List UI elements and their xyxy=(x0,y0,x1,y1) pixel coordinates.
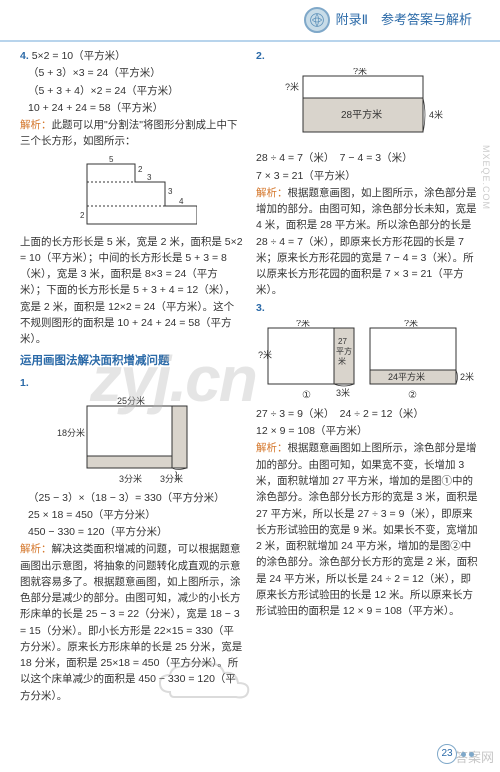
q4-analysis: 解析：此题可以用"分割法"将图形分割成上中下三个长方形，如图所示： xyxy=(20,117,244,150)
analysis-label: 解析： xyxy=(20,543,52,555)
svg-text:18分米: 18分米 xyxy=(57,427,85,438)
page-number-circle: 23 xyxy=(437,744,457,764)
svg-text:?米: ?米 xyxy=(353,68,367,76)
analysis-label: 解析： xyxy=(256,442,288,454)
svg-text:3: 3 xyxy=(147,173,152,182)
header-badge-icon xyxy=(304,7,330,33)
q2-figure: ?米 ?米 28平方米 4米 xyxy=(283,68,453,146)
right-column: 2. ?米 ?米 28平方米 4米 28 ÷ 4 = 7（米） 7 − 4 = … xyxy=(250,48,486,705)
page-header: 附录Ⅱ 参考答案与解析 xyxy=(0,0,500,42)
svg-text:28平方米: 28平方米 xyxy=(341,108,382,121)
svg-text:3分米: 3分米 xyxy=(119,473,142,484)
s1-formula: （25 − 3）×（18 − 3）= 330（平方分米） xyxy=(28,490,244,506)
svg-text:3: 3 xyxy=(168,187,173,196)
q4-step-figure: 5 2 3 3 4 2 xyxy=(67,154,197,230)
q2-analysis: 解析：根据题意画图，如上图所示，涂色部分是增加的部分。由图可知，涂色部分长未知，… xyxy=(256,185,480,299)
q4-formula: （5 + 3 + 4）×2 = 24（平方米） xyxy=(28,83,244,99)
svg-text:?米: ?米 xyxy=(404,320,418,328)
svg-text:5: 5 xyxy=(109,155,114,164)
q4-formula: 10 + 24 + 24 = 58（平方米） xyxy=(28,100,244,116)
analysis-label: 解析： xyxy=(256,187,288,199)
q4-line: 4. 5×2 = 10（平方米） xyxy=(20,48,244,64)
s1-formula: 25 × 18 = 450（平方分米） xyxy=(28,507,244,523)
q4-formula: （5 + 3）×3 = 24（平方米） xyxy=(28,65,244,81)
q3-num: 3. xyxy=(256,300,480,316)
s1-q1-num: 1. xyxy=(20,375,244,391)
header-title: 附录Ⅱ 参考答案与解析 xyxy=(336,10,472,30)
svg-text:?米: ?米 xyxy=(258,349,272,360)
section-title: 运用画图法解决面积增减问题 xyxy=(20,353,244,371)
svg-text:2米: 2米 xyxy=(460,371,474,382)
analysis-label: 解析： xyxy=(20,119,52,131)
svg-text:?米: ?米 xyxy=(285,81,299,92)
svg-text:米: 米 xyxy=(338,356,346,366)
s1-analysis: 解析：解决这类面积增减的问题，可以根据题意画图出示意图，将抽象的问题转化成直观的… xyxy=(20,541,244,704)
page-number: 23 xyxy=(437,744,474,764)
svg-text:4米: 4米 xyxy=(429,109,443,120)
svg-text:①: ① xyxy=(302,390,311,401)
content-area: 4. 5×2 = 10（平方米） （5 + 3）×3 = 24（平方米） （5 … xyxy=(0,42,500,705)
svg-text:?米: ?米 xyxy=(296,320,310,328)
q2-formula: 28 ÷ 4 = 7（米） 7 − 4 = 3（米） xyxy=(256,150,480,166)
q3-figure: ?米 ?米 27 平方 米 3米 ① ?米 24平方米 2米 ② xyxy=(258,320,478,402)
svg-text:2: 2 xyxy=(80,211,85,220)
s1-q1-figure: 25分米 18分米 } 3分米 3分米 xyxy=(57,396,207,486)
svg-text:25分米: 25分米 xyxy=(117,396,145,406)
q2-num: 2. xyxy=(256,48,480,64)
q4-analysis-text: 上面的长方形长是 5 米，宽是 2 米，面积是 5×2 = 10（平方米）；中间… xyxy=(20,234,244,348)
svg-text:27: 27 xyxy=(338,337,347,346)
q3-formula: 12 × 9 = 108（平方米） xyxy=(256,423,480,439)
q4-number: 4. xyxy=(20,50,29,62)
q3-analysis: 解析：根据题意画图如上图所示，涂色部分是增加的部分。由图可知，如果宽不变，长增加… xyxy=(256,440,480,619)
s1-formula: 450 − 330 = 120（平方分米） xyxy=(28,524,244,540)
svg-text:②: ② xyxy=(408,390,417,401)
svg-text:24平方米: 24平方米 xyxy=(388,371,425,382)
left-column: 4. 5×2 = 10（平方米） （5 + 3）×3 = 24（平方米） （5 … xyxy=(14,48,250,705)
svg-text:平方: 平方 xyxy=(336,346,352,356)
q3-formula: 27 ÷ 3 = 9（米） 24 ÷ 2 = 12（米） xyxy=(256,406,480,422)
svg-text:3分米: 3分米 xyxy=(160,473,183,484)
q2-formula: 7 × 3 = 21（平方米） xyxy=(256,168,480,184)
page-dots-icon xyxy=(461,752,474,757)
svg-text:4: 4 xyxy=(179,197,184,206)
svg-text:2: 2 xyxy=(138,165,143,174)
svg-text:3米: 3米 xyxy=(336,387,350,398)
